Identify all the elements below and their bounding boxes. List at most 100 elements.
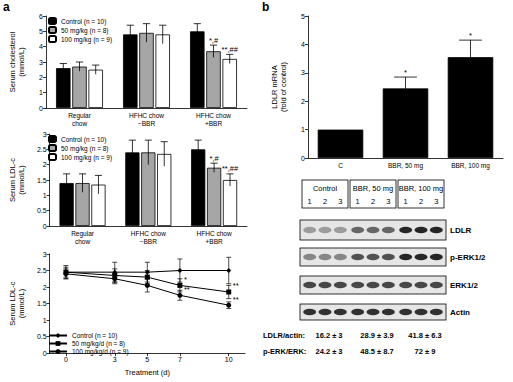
- svg-text:1: 1: [301, 126, 305, 133]
- svg-text:p-ERK1/2: p-ERK1/2: [450, 253, 486, 262]
- svg-text:3: 3: [39, 59, 43, 66]
- svg-text:0: 0: [39, 105, 43, 112]
- svg-text:**,##: **,##: [222, 164, 239, 173]
- svg-text:Serum cholesterol: Serum cholesterol: [8, 31, 17, 92]
- svg-text:1: 1: [43, 192, 47, 199]
- svg-text:**,##: **,##: [222, 45, 239, 54]
- svg-text:LDLR/actin:: LDLR/actin:: [263, 331, 305, 340]
- svg-text:3: 3: [301, 69, 305, 76]
- svg-text:100 mg/kg/d (n = 9): 100 mg/kg/d (n = 9): [72, 348, 129, 356]
- svg-text:0: 0: [43, 223, 47, 230]
- svg-text:3: 3: [43, 131, 47, 138]
- svg-text:Serum LDL-c: Serum LDL-c: [8, 158, 17, 202]
- svg-text:3: 3: [43, 251, 47, 258]
- svg-text:3: 3: [386, 197, 390, 206]
- svg-text:50 mg/kg (n = 8): 50 mg/kg (n = 8): [61, 27, 109, 35]
- svg-text:2: 2: [301, 98, 305, 105]
- svg-text:7: 7: [178, 356, 182, 363]
- svg-text:Control (n = 10): Control (n = 10): [61, 18, 106, 26]
- svg-text:*: *: [184, 275, 187, 284]
- svg-text:**: **: [233, 281, 239, 290]
- svg-text:3: 3: [338, 197, 342, 206]
- svg-text:p-ERK/ERK:: p-ERK/ERK:: [263, 347, 306, 356]
- svg-text:1: 1: [404, 197, 408, 206]
- svg-text:2: 2: [371, 197, 375, 206]
- svg-text:0: 0: [43, 350, 47, 357]
- svg-text:1.5: 1.5: [37, 300, 47, 307]
- svg-text:*,#: *,#: [209, 36, 219, 45]
- svg-text:Regular: Regular: [68, 112, 92, 120]
- svg-text:2.5: 2.5: [37, 267, 47, 274]
- svg-text:5: 5: [145, 356, 149, 363]
- svg-text:41.8 ± 6.3: 41.8 ± 6.3: [408, 331, 441, 340]
- svg-text:*: *: [469, 31, 472, 40]
- svg-text:(mmol/L): (mmol/L): [17, 288, 26, 318]
- svg-text:BBR, 50 mg: BBR, 50 mg: [353, 184, 393, 193]
- svg-text:28.9 ± 3.9: 28.9 ± 3.9: [360, 331, 393, 340]
- html-text:b: b: [262, 0, 270, 14]
- svg-text:ERK1/2: ERK1/2: [450, 281, 479, 290]
- svg-text:Serum LDL-c: Serum LDL-c: [8, 281, 17, 325]
- svg-text:1: 1: [308, 197, 312, 206]
- svg-text:**: **: [184, 285, 190, 294]
- svg-text:+BBR: +BBR: [205, 120, 222, 127]
- svg-text:Control (n = 10): Control (n = 10): [61, 136, 106, 144]
- svg-text:Control (n = 10): Control (n = 10): [72, 332, 117, 340]
- svg-text:72 ± 9: 72 ± 9: [415, 347, 436, 356]
- svg-text:16.2 ± 3: 16.2 ± 3: [315, 331, 342, 340]
- svg-text:2: 2: [323, 197, 327, 206]
- svg-text:2.5: 2.5: [37, 146, 47, 153]
- svg-text:Actin: Actin: [450, 308, 470, 317]
- svg-text:2: 2: [43, 161, 47, 168]
- svg-text:100 mg/kg (n = 9): 100 mg/kg (n = 9): [61, 154, 112, 162]
- svg-text:50 mg/kg/d (n = 8): 50 mg/kg/d (n = 8): [72, 340, 125, 348]
- svg-text:chow: chow: [75, 238, 90, 245]
- svg-text:4: 4: [301, 41, 305, 48]
- svg-text:48.5 ± 8.7: 48.5 ± 8.7: [360, 347, 393, 356]
- svg-text:24.2 ± 3: 24.2 ± 3: [315, 347, 342, 356]
- svg-text:2: 2: [39, 74, 43, 81]
- svg-text:BBR, 100 mg: BBR, 100 mg: [451, 162, 490, 170]
- svg-text:HFHC chow: HFHC chow: [196, 112, 231, 119]
- svg-text:chow: chow: [72, 120, 87, 127]
- svg-text:5: 5: [301, 13, 305, 20]
- svg-text:Control: Control: [313, 184, 338, 193]
- svg-text:100 mg/kg (n = 9): 100 mg/kg (n = 9): [61, 36, 112, 44]
- svg-text:6: 6: [39, 13, 43, 20]
- svg-text:0.5: 0.5: [37, 207, 47, 214]
- svg-text:1.5: 1.5: [37, 177, 47, 184]
- svg-text:Treatment (d): Treatment (d): [125, 368, 171, 377]
- svg-text:1: 1: [43, 317, 47, 324]
- svg-text:BBR, 50 mg: BBR, 50 mg: [388, 162, 423, 170]
- svg-text:HFHC chow: HFHC chow: [129, 112, 164, 119]
- svg-text:Regular: Regular: [71, 230, 95, 238]
- svg-text:*,#: *,#: [210, 154, 220, 163]
- svg-text:(mmol/L): (mmol/L): [17, 47, 26, 77]
- svg-text:HFHC chow: HFHC chow: [131, 230, 166, 237]
- svg-text:+BBR: +BBR: [206, 238, 223, 245]
- svg-text:0: 0: [64, 356, 68, 363]
- svg-text:1: 1: [39, 89, 43, 96]
- svg-text:2: 2: [43, 284, 47, 291]
- svg-text:0.5: 0.5: [37, 333, 47, 340]
- svg-text:2: 2: [419, 197, 423, 206]
- svg-text:3: 3: [113, 356, 117, 363]
- svg-text:1: 1: [356, 197, 360, 206]
- svg-text:5: 5: [39, 28, 43, 35]
- svg-text:(mmol/L): (mmol/L): [17, 165, 26, 195]
- svg-text:LDLR: LDLR: [450, 226, 472, 235]
- svg-text:LDLR mRNA: LDLR mRNA: [270, 65, 279, 108]
- svg-text:HFHC chow: HFHC chow: [197, 230, 232, 237]
- svg-text:4: 4: [39, 43, 43, 50]
- svg-text:(fold of control): (fold of control): [279, 61, 288, 112]
- svg-text:10: 10: [225, 356, 233, 363]
- svg-text:−BBR: −BBR: [140, 238, 157, 245]
- svg-text:BBR, 100 mg: BBR, 100 mg: [399, 184, 444, 193]
- svg-text:−BBR: −BBR: [138, 120, 155, 127]
- svg-text:0: 0: [301, 155, 305, 162]
- svg-text:C: C: [338, 162, 343, 169]
- svg-text:**: **: [233, 295, 239, 304]
- svg-text:*: *: [404, 68, 407, 77]
- svg-text:50 mg/kg (n = 8): 50 mg/kg (n = 8): [61, 145, 109, 153]
- svg-text:3: 3: [434, 197, 438, 206]
